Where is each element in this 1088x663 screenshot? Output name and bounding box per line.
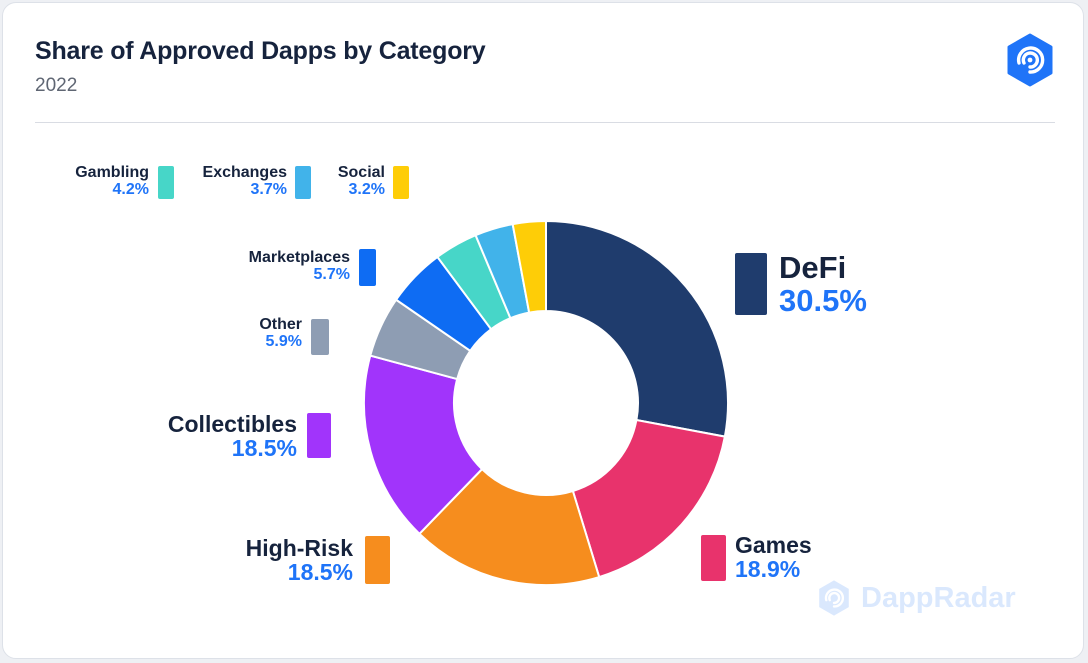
legend-name-high-risk: High-Risk — [245, 535, 353, 561]
slice-social — [511, 219, 547, 314]
legend-label-collectibles: Collectibles 18.5% — [168, 412, 297, 460]
legend-name-social: Social — [337, 164, 385, 181]
dappradar-watermark: DappRadar — [815, 579, 1016, 617]
legend-label-gambling: Gambling 4.2% — [75, 164, 149, 199]
legend-value-collectibles: 18.5% — [231, 435, 297, 462]
chart-subtitle: 2022 — [35, 75, 78, 96]
legend-name-gambling: Gambling — [75, 164, 149, 181]
legend-value-gambling: 4.2% — [112, 180, 149, 198]
donut-chart — [363, 219, 729, 586]
watermark-text: DappRadar — [861, 581, 1016, 614]
legend-swatch-games — [701, 535, 726, 581]
legend-swatch-other — [311, 319, 329, 355]
slice-high-risk — [418, 467, 601, 586]
legend-value-other: 5.9% — [265, 332, 302, 350]
legend-swatch-defi — [735, 253, 767, 315]
legend-swatch-marketplaces — [359, 249, 376, 286]
legend-name-games: Games — [735, 532, 812, 558]
legend-value-exchanges: 3.7% — [250, 180, 287, 198]
legend-name-collectibles: Collectibles — [167, 411, 297, 437]
legend-value-defi: 30.5% — [779, 282, 867, 318]
legend-swatch-collectibles — [307, 413, 331, 458]
legend-swatch-exchanges — [295, 166, 311, 199]
legend-name-marketplaces: Marketplaces — [248, 249, 350, 266]
slice-defi — [545, 219, 729, 438]
slice-games — [571, 418, 727, 579]
legend-value-games: 18.9% — [735, 556, 801, 583]
legend-label-marketplaces: Marketplaces 5.7% — [248, 249, 350, 284]
legend-label-other: Other 5.9% — [259, 316, 302, 351]
legend-value-social: 3.2% — [348, 180, 385, 198]
legend-value-high-risk: 18.5% — [287, 559, 353, 586]
legend-name-defi: DeFi — [779, 250, 847, 285]
legend-swatch-high-risk — [365, 536, 390, 584]
slice-collectibles — [363, 354, 484, 536]
legend-label-social: Social 3.2% — [337, 164, 385, 199]
chart-title: Share of Approved Dapps by Category — [35, 37, 486, 65]
legend-label-games: Games 18.9% — [735, 533, 812, 581]
legend-label-exchanges: Exchanges 3.7% — [202, 164, 287, 199]
legend-label-high-risk: High-Risk 18.5% — [246, 536, 353, 584]
watermark-logo-icon — [819, 580, 849, 616]
dappradar-logo-icon — [1007, 33, 1053, 87]
legend-name-exchanges: Exchanges — [202, 164, 287, 181]
header-divider — [35, 122, 1055, 123]
legend-swatch-gambling — [158, 166, 174, 199]
legend-name-other: Other — [259, 316, 302, 333]
legend-value-marketplaces: 5.7% — [313, 265, 350, 283]
legend-swatch-social — [393, 166, 409, 199]
legend-label-defi: DeFi 30.5% — [779, 250, 867, 318]
